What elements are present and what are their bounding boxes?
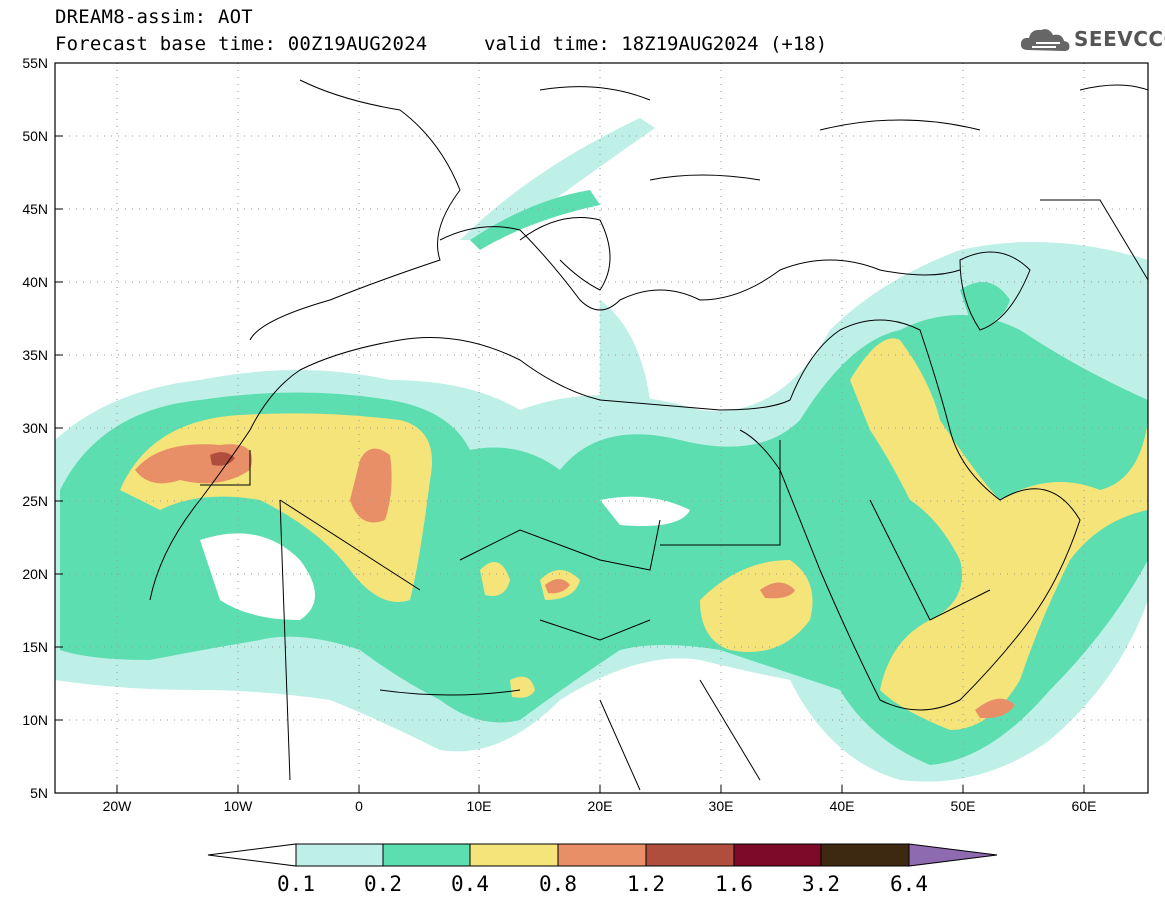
lat-label-35n: 35N [22,347,48,363]
lat-label-40n: 40N [22,274,48,290]
aot-level-0.4-chad [480,562,510,596]
lat-label-30n: 30N [22,420,48,436]
colorbar-segment-0.2-0.4 [382,843,471,867]
lat-label-45n: 45N [22,201,48,217]
seevccc-logo: SEEVCCC [1018,24,1165,56]
colorbar-segment-0.4-0.8 [469,843,559,867]
aot-level-0.8-sudan [760,582,795,599]
lat-label-10n: 10N [22,712,48,728]
lat-label-15n: 15N [22,639,48,655]
lon-label-30e: 30E [709,798,734,814]
lat-label-20n: 20N [22,566,48,582]
lat-label-55n: 55N [22,55,48,71]
colorbar-segment-0.8-1.2 [557,843,647,867]
lon-label-10w: 10W [224,798,254,814]
lon-label-20w: 20W [103,798,133,814]
aot-level-0.2-north [470,190,600,250]
valid-time: valid time: 18Z19AUG2024 (+18) [484,33,828,55]
lon-label-0: 0 [355,798,363,814]
lon-label-20e: 20E [588,798,613,814]
logo-text: SEEVCCC [1074,27,1165,51]
map-title: DREAM8-assim: AOT [55,6,253,28]
lat-label-25n: 25N [22,493,48,509]
colorbar-segment-1.6-3.2 [733,843,822,867]
colorbar-tick-1.2: 1.2 [627,872,665,896]
aot-field [55,63,1148,793]
lon-label-50e: 50E [951,798,976,814]
tick-marks [55,135,1085,793]
colorbar-tick-0.2: 0.2 [364,872,402,896]
lon-label-60e: 60E [1072,798,1097,814]
aot-level-0.1-north [460,118,655,240]
aot-level-0.4-arabia [850,338,1148,730]
lon-label-40e: 40E [830,798,855,814]
cloud-icon [1020,29,1070,51]
coastlines-borders [149,79,1148,791]
latitude-labels: 55N 50N 45N 40N 35N 30N 25N 20N 15N 10N … [22,55,48,801]
lat-label-50n: 50N [22,128,48,144]
colorbar-segment-1.2-1.6 [645,843,735,867]
colorbar-segment-below-0.1 [207,843,297,867]
aot-level-0.1-aegean [600,300,650,400]
colorbar-segment-0.1-0.2 [295,843,384,867]
colorbar-labels: 0.1 0.2 0.4 0.8 1.2 1.6 3.2 6.4 [277,872,928,896]
colorbar [207,843,998,867]
aot-level-0.2-caspian [960,282,1010,323]
colorbar-segment-above-6.4 [908,843,998,867]
colorbar-tick-3.2: 3.2 [802,872,840,896]
colorbar-tick-0.4: 0.4 [451,872,489,896]
lat-label-5n: 5N [30,785,48,801]
forecast-base-time: Forecast base time: 00Z19AUG2024 [55,33,428,55]
colorbar-tick-0.1: 0.1 [277,872,315,896]
colorbar-tick-6.4: 6.4 [890,872,928,896]
aot-level-0.8-chad [545,579,570,594]
aot-level-0.4-sudan [700,560,813,652]
graticule [55,63,1148,793]
colorbar-tick-1.6: 1.6 [715,872,753,896]
colorbar-segment-3.2-6.4 [820,843,910,867]
colorbar-tick-0.8: 0.8 [539,872,577,896]
aot-level-0.4-mali [510,676,535,698]
longitude-labels: 20W 10W 0 10E 20E 30E 40E 50E 60E [103,798,1097,814]
aot-level-1.2-morocco [210,452,235,466]
aot-level-0.8-algeria [350,448,392,523]
lon-label-10e: 10E [467,798,492,814]
aot-level-0.8-horn [975,698,1015,719]
